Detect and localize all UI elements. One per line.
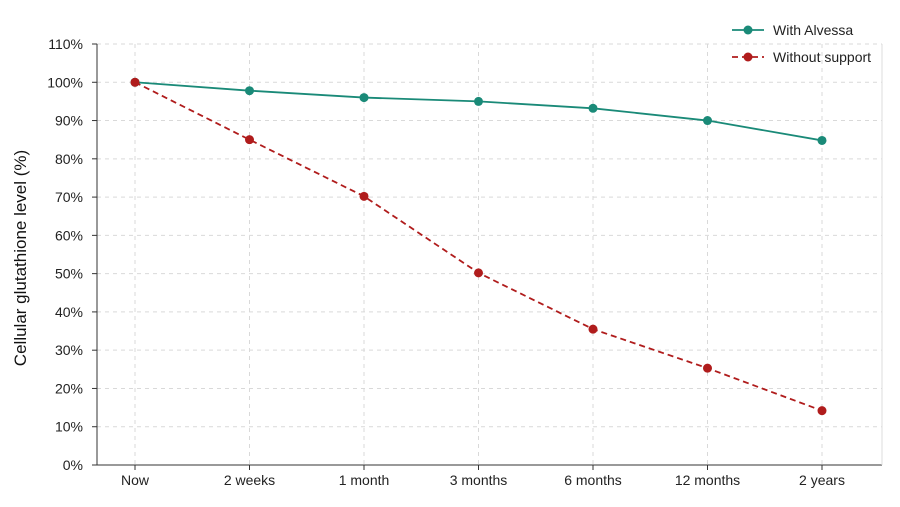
- data-point: [703, 116, 712, 126]
- y-tick-label: 90%: [55, 113, 83, 129]
- legend: With Alvessa Without support: [732, 22, 871, 65]
- y-tick-label: 80%: [55, 151, 83, 167]
- data-point: [130, 77, 140, 87]
- x-tick-labels: Now 2 weeks 1 month 3 months 6 months 12 mont…: [121, 465, 845, 488]
- legend-label: With Alvessa: [773, 22, 853, 38]
- data-point: [245, 86, 254, 96]
- y-tick-label: 10%: [55, 419, 83, 435]
- axes: [96, 44, 883, 466]
- data-point: [817, 135, 827, 145]
- x-tick-label: 2 years: [799, 472, 845, 488]
- x-tick-label: Now: [121, 472, 150, 488]
- y-tick-label: 0%: [63, 457, 83, 473]
- y-tick-label: 50%: [55, 266, 83, 282]
- data-point: [359, 191, 369, 201]
- data-point: [817, 406, 827, 416]
- x-tick-label: 1 month: [339, 472, 390, 488]
- legend-item: With Alvessa: [732, 22, 853, 38]
- y-tick-label: 20%: [55, 380, 83, 396]
- y-tick-label: 60%: [55, 227, 83, 243]
- legend-marker: [743, 52, 753, 62]
- series: [130, 77, 827, 416]
- data-point: [588, 324, 598, 334]
- data-point: [474, 268, 483, 278]
- x-tick-label: 3 months: [450, 472, 508, 488]
- y-tick-label: 100%: [47, 74, 83, 90]
- y-tick-label: 30%: [55, 342, 83, 358]
- data-point: [359, 93, 369, 103]
- data-point: [245, 135, 254, 145]
- data-point: [474, 96, 483, 106]
- x-tick-label: 12 months: [675, 472, 740, 488]
- x-tick-label: 6 months: [564, 472, 622, 488]
- y-tick-label: 70%: [55, 189, 83, 205]
- legend-marker: [743, 25, 753, 35]
- grid: [97, 43, 882, 465]
- y-axis-title: Cellular glutathione level (%): [11, 150, 30, 366]
- legend-label: Without support: [773, 49, 871, 65]
- legend-item: Without support: [732, 49, 871, 65]
- y-tick-label: 110%: [48, 36, 83, 52]
- x-tick-label: 2 weeks: [224, 472, 275, 488]
- y-tick-labels: 0% 10% 20% 30% 40% 50% 60% 70% 80% 90% 100% 110%: [47, 36, 97, 473]
- series-1: [130, 77, 827, 416]
- y-tick-label: 40%: [55, 304, 83, 320]
- data-point: [703, 363, 712, 373]
- data-point: [588, 103, 598, 113]
